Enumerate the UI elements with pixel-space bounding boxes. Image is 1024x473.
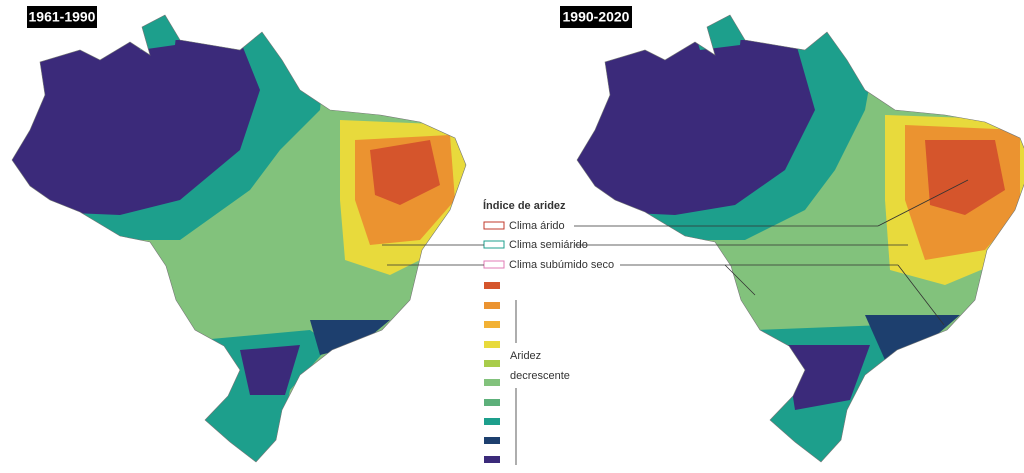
map-1961-1990 bbox=[0, 0, 470, 462]
left-title: 1961-1990 bbox=[29, 9, 96, 25]
swatch bbox=[483, 240, 505, 249]
legend-item: Clima semiárido bbox=[509, 239, 588, 251]
scale-label: Aridez bbox=[510, 350, 541, 362]
swatch bbox=[483, 260, 505, 269]
leader-lines bbox=[382, 179, 969, 465]
swatch bbox=[483, 221, 505, 230]
map-1990-2020 bbox=[565, 0, 1024, 462]
badge bbox=[560, 6, 632, 28]
badge bbox=[27, 6, 97, 28]
scale-swatches bbox=[484, 282, 500, 463]
legend-item: Clima subúmido seco bbox=[509, 259, 614, 271]
legend-title: Índice de aridez bbox=[483, 199, 566, 212]
legend-item: Clima árido bbox=[509, 220, 565, 232]
right-title: 1990-2020 bbox=[563, 9, 630, 25]
scale-label: decrescente bbox=[510, 370, 570, 382]
